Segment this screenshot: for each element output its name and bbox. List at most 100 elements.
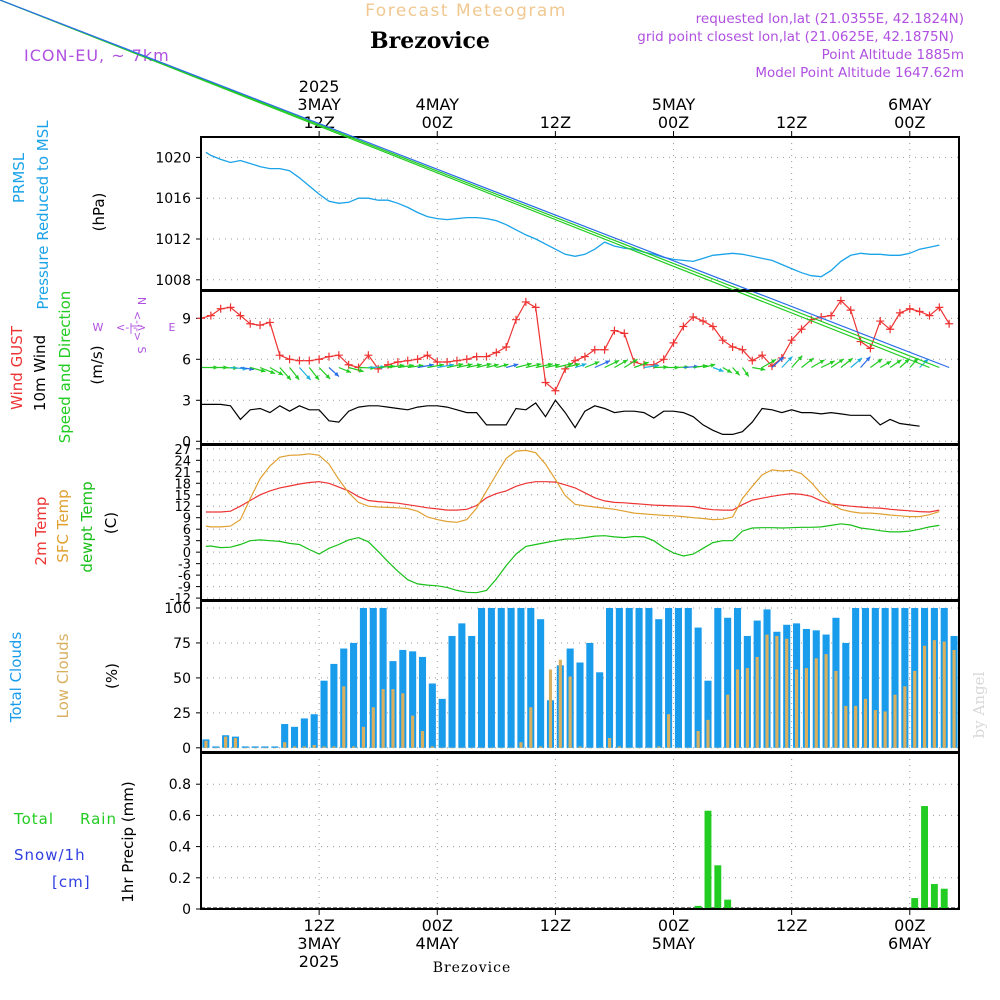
low-cloud-bar [381, 689, 385, 748]
temperature-panel: 2m Temp SFC Temp dewpt Temp (C) -12-9-6-… [32, 443, 960, 607]
low-cloud-bar [450, 747, 454, 749]
wind-arrow [506, 363, 519, 369]
total-cloud-bar [507, 607, 515, 748]
gust-point [866, 344, 875, 353]
total-cloud-bar [359, 607, 367, 748]
wind-arrow [791, 355, 803, 368]
bottom-time-label: 00Z [894, 916, 925, 935]
wind-arrow [840, 357, 854, 368]
bottom-time-label: 00Z [658, 916, 689, 935]
total-cloud-bar [537, 619, 545, 748]
prmsl-label: PRMSL [10, 152, 28, 203]
wind-arrow [348, 366, 364, 373]
temp-ytick-label: 15 [174, 489, 191, 504]
wind-arrow [781, 356, 793, 368]
low-cloud-bar [214, 747, 218, 749]
total-cloud-bar [596, 672, 604, 748]
wind-arrow [830, 358, 845, 368]
low-cloud-bar [607, 738, 612, 748]
wind-arrow [338, 366, 352, 374]
low-cloud-bar [942, 641, 946, 748]
low-cloud-bar [558, 659, 562, 748]
total-cloud-bar [724, 617, 732, 748]
compass-rose: W E <-|-> N S <-|-> [93, 297, 176, 354]
wind-arrow-head [632, 359, 638, 364]
total-cloud-bar [861, 607, 870, 748]
wind-arrow-head [260, 368, 266, 373]
low-cloud-bar [588, 747, 592, 749]
wind-arrow-head [513, 363, 519, 368]
low-cloud-bar [775, 635, 779, 748]
low-cloud-bar [952, 649, 956, 748]
pressure-ytick-label: 1016 [155, 191, 191, 207]
low-cloud-bar [548, 669, 553, 748]
gust-point [836, 296, 845, 305]
wind-arrow-head [458, 362, 464, 368]
point-altitude: Point Altitude 1885m [822, 47, 964, 63]
low-cloud-bar [509, 747, 513, 749]
wind-ytick-label: 3 [182, 393, 191, 409]
temp-ytick-label: 9 [183, 512, 191, 527]
wind-arrow-shaft [0, 0, 950, 369]
low-cloud-bar [627, 747, 631, 749]
total-cloud-bar [704, 680, 712, 748]
wind-arrow-head [554, 363, 560, 368]
total-cloud-bar [281, 724, 289, 748]
wind-arrow-head [838, 358, 844, 364]
low-cloud-bar [794, 669, 799, 748]
bottom-time-label: 12Z [303, 916, 334, 935]
wind-arrow-head [819, 359, 825, 364]
wind-arrow [614, 359, 629, 369]
gust-point [797, 325, 806, 334]
gust-point [246, 319, 255, 328]
total-cloud-bar [310, 714, 318, 748]
total-cloud-bar [290, 726, 299, 748]
temp-ytick-label: 21 [174, 466, 191, 481]
wind-arrow [466, 363, 482, 369]
low-cloud-bar [922, 645, 927, 748]
low-cloud-bar [204, 740, 208, 748]
low-cloud-bar [873, 710, 877, 748]
bottom-time-label: 4MAY [416, 934, 460, 953]
precip-bar [724, 899, 732, 909]
precip-ytick-label: 0 [182, 902, 191, 918]
temp-ytick-label: 3 [183, 535, 191, 550]
low-cloud-bar [283, 742, 287, 748]
low-cloud-bar [273, 747, 277, 749]
wind-arrow [279, 367, 292, 381]
wind-gust-label: Wind GUST [8, 325, 26, 410]
dewpoint-label: dewpt Temp [78, 481, 96, 572]
total-cloud-bar [635, 607, 643, 748]
low-cloud-bar [233, 738, 238, 748]
wind-arrow-head [605, 360, 611, 365]
wind-speed-line [201, 399, 920, 435]
total-cloud-bar [478, 607, 486, 748]
precip-ytick-label: 0.2 [169, 871, 191, 887]
total-cloud-bar [674, 607, 682, 748]
gust-point [423, 351, 432, 360]
gust-point [787, 336, 796, 345]
wind-arrow-head [760, 366, 766, 372]
low-cloud-bar [430, 746, 434, 748]
low-cloud-bar [499, 747, 503, 749]
precip-frame [200, 752, 960, 910]
requested-coords: requested lon,lat (21.0355E, 42.1824N) [696, 11, 964, 27]
gust-point [285, 355, 294, 364]
low-cloud-bar [479, 747, 484, 749]
top-time-label: 2025 [299, 77, 340, 96]
top-time-label: 12Z [303, 113, 334, 132]
wind-arrow [732, 367, 741, 376]
low-cloud-bar [696, 731, 700, 748]
low-cloud-bar [568, 676, 572, 748]
gust-point [295, 356, 304, 365]
low-cloud-bar [470, 747, 474, 749]
gust-point [521, 297, 530, 306]
precip-bar [940, 888, 948, 909]
gust-point [393, 358, 402, 367]
total-cloud-bar [409, 651, 417, 748]
total-cloud-bar [369, 607, 377, 748]
wind-arrow-head [346, 368, 352, 373]
wind-arrow-head [306, 375, 311, 380]
gust-point [718, 336, 727, 345]
gust-point [600, 345, 609, 354]
